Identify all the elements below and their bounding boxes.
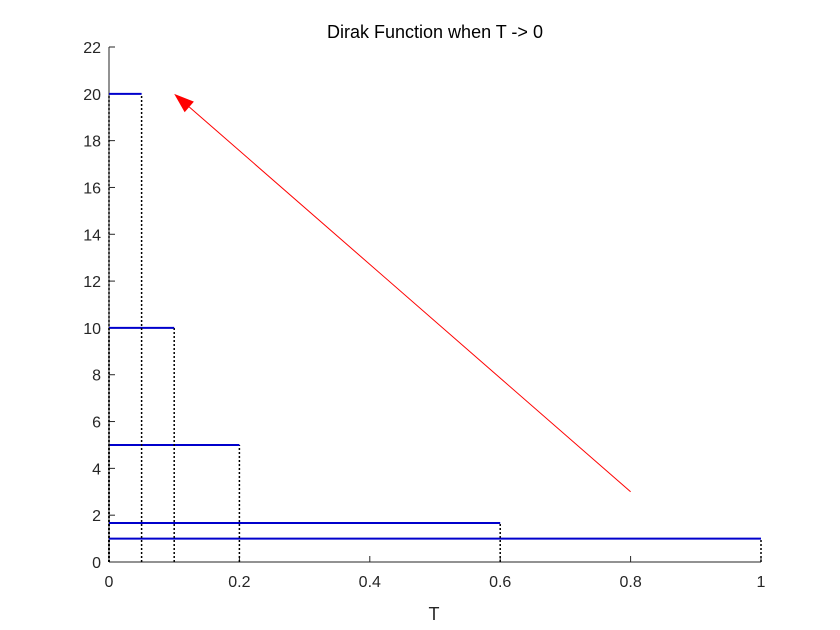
y-tick-label: 22 xyxy=(83,40,101,57)
y-tick-label: 20 xyxy=(83,87,101,104)
arrow-shaft xyxy=(188,106,631,493)
y-tick-label: 6 xyxy=(92,415,101,432)
x-tick-label: 0.2 xyxy=(228,574,250,591)
y-tick-label: 18 xyxy=(83,134,101,151)
chart-title: Dirak Function when T -> 0 xyxy=(327,22,543,42)
y-tick-label: 14 xyxy=(83,227,101,244)
x-tick-label: 1 xyxy=(757,574,766,591)
y-tick-label: 2 xyxy=(92,508,101,525)
y-tick-label: 0 xyxy=(92,555,101,572)
y-tick-label: 8 xyxy=(92,368,101,385)
x-tick-label: 0.8 xyxy=(619,574,641,591)
x-tick-label: 0 xyxy=(105,574,114,591)
arrow-head xyxy=(174,93,194,113)
x-tick-label: 0.4 xyxy=(359,574,381,591)
x-tick-label: 0.6 xyxy=(489,574,511,591)
y-tick-label: 12 xyxy=(83,274,101,291)
x-axis-label: T xyxy=(429,604,440,624)
y-tick-label: 4 xyxy=(92,461,101,478)
y-tick-label: 16 xyxy=(83,180,101,197)
y-tick-label: 10 xyxy=(83,321,101,338)
